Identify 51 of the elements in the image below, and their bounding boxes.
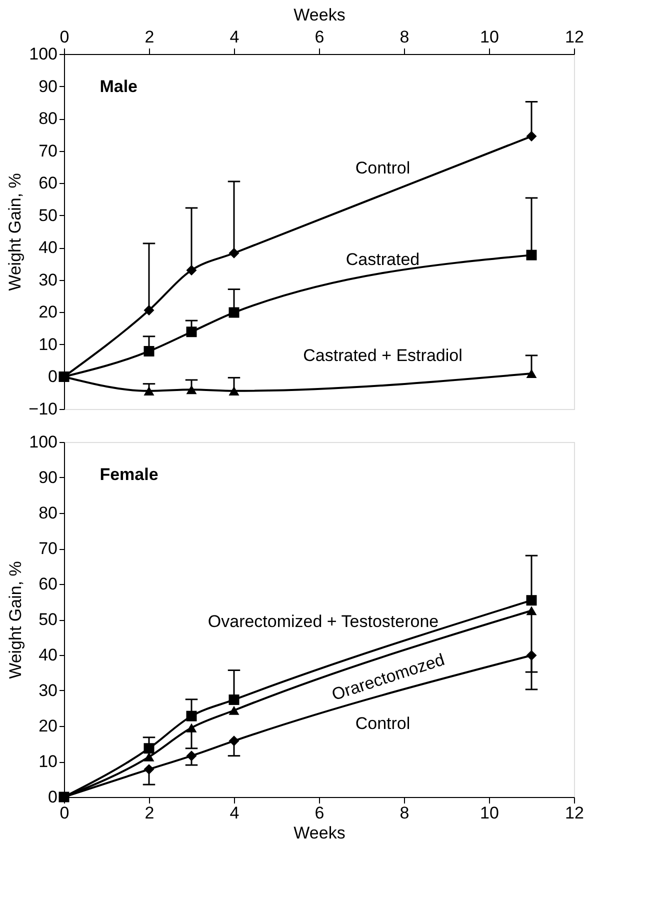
x-tick-label: 8 [400,804,410,822]
y-tick-label: 90 [38,468,58,487]
y-tick-label: 70 [38,141,58,160]
y-tick-label: 100 [29,432,58,452]
x-axis-title: Weeks [294,6,346,24]
x-axis-title: Weeks [294,824,346,842]
y-tick-label: 10 [38,334,58,354]
y-tick-label: 10 [38,752,58,771]
x-tick-label: 10 [480,28,499,46]
x-tick-label: 12 [565,804,584,822]
x-tick-label: 2 [144,28,154,46]
y-tick-label: 40 [38,238,58,258]
x-tick-label: 0 [60,804,70,822]
y-tick-label: 80 [38,504,58,522]
text: Female [100,464,158,484]
y-tick-label: 30 [38,270,58,290]
y-tick-label: 70 [38,539,58,558]
x-tick-label: 0 [60,28,70,46]
point [186,723,197,732]
text: Male [100,76,138,96]
series-label: Control [355,158,410,178]
point [228,706,240,715]
x-tick-label: 6 [314,28,324,46]
y-tick-label: 20 [38,716,58,736]
y-tick-label: 30 [38,681,58,700]
y-tick-label: 90 [38,76,58,96]
x-tick-label: 10 [480,804,499,822]
y-tick-label: 0 [48,367,58,386]
x-tick-label: 4 [230,28,240,46]
x-tick-label: 8 [400,28,410,46]
y-tick-label: 80 [38,109,58,128]
y-tick-label: 60 [38,574,58,594]
y-tick-label: 50 [38,206,58,225]
y-axis-title: Weight Gain, % [6,173,25,291]
series-label: Castrated + Estradiol [303,346,462,366]
y-tick-label: 40 [38,646,58,664]
x-tick-label: 6 [314,804,324,822]
x-tick-label: 4 [230,804,240,822]
y-tick-label: 60 [38,174,58,193]
y-axis-title: Weight Gain, % [6,561,26,679]
y-tick-label: 20 [38,302,58,322]
series-label: Castrated [346,250,420,269]
series-label: Control [355,714,410,734]
point [144,752,154,762]
y-tick-label: 0 [48,788,58,806]
x-tick-label: 12 [565,28,584,46]
y-tick-label: 50 [38,610,58,629]
y-tick-label: −10 [28,400,58,418]
y-tick-label: 100 [29,44,58,64]
series-label: Ovarectomized + Testosterone [208,612,439,631]
x-tick-label: 2 [144,804,154,822]
